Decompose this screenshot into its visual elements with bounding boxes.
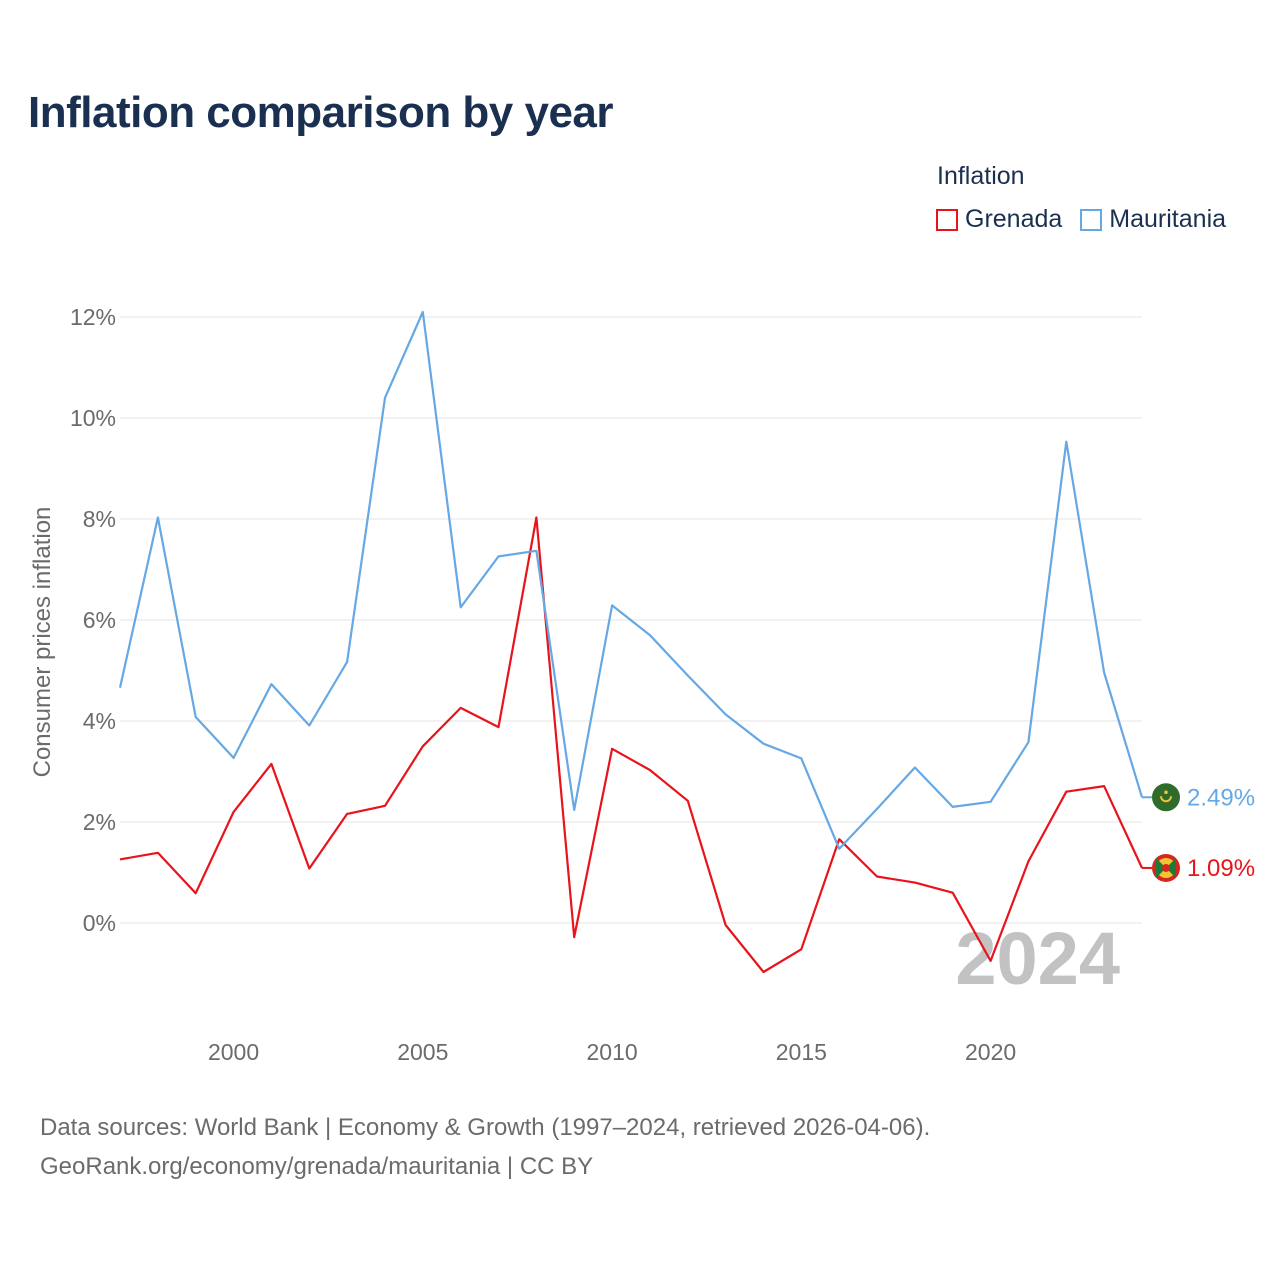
- x-tick-label: 2005: [397, 1039, 448, 1065]
- data-point-mauritania[interactable]: [458, 604, 464, 610]
- data-point-mauritania[interactable]: [988, 799, 994, 805]
- data-point-grenada[interactable]: [533, 514, 539, 520]
- y-tick-label: 6%: [83, 607, 116, 633]
- y-tick-label: 10%: [70, 405, 116, 431]
- data-point-grenada[interactable]: [344, 811, 350, 817]
- data-point-grenada[interactable]: [231, 809, 237, 815]
- data-point-grenada[interactable]: [496, 724, 502, 730]
- source-note: Data sources: World Bank | Economy & Gro…: [40, 1108, 930, 1186]
- legend: Grenada Mauritania: [936, 205, 1244, 234]
- data-point-grenada[interactable]: [1101, 783, 1107, 789]
- x-tick-label: 2000: [208, 1039, 259, 1065]
- data-point-grenada[interactable]: [798, 946, 804, 952]
- data-point-grenada[interactable]: [685, 798, 691, 804]
- legend-label-mauritania: Mauritania: [1109, 205, 1227, 233]
- series-lines: [117, 309, 1144, 975]
- data-point-grenada[interactable]: [950, 890, 956, 896]
- data-point-mauritania[interactable]: [798, 755, 804, 761]
- data-point-mauritania[interactable]: [685, 673, 691, 679]
- data-point-mauritania[interactable]: [533, 548, 539, 554]
- y-tick-label: 2%: [83, 809, 116, 835]
- data-point-grenada[interactable]: [723, 922, 729, 928]
- y-axis-ticks: 0% 2% 4% 6% 8% 10% 12%: [70, 304, 116, 936]
- data-point-mauritania[interactable]: [344, 659, 350, 665]
- data-point-mauritania[interactable]: [723, 711, 729, 717]
- data-point-mauritania[interactable]: [117, 685, 123, 691]
- data-point-grenada[interactable]: [912, 880, 918, 886]
- data-point-mauritania[interactable]: [382, 395, 388, 401]
- y-tick-label: 4%: [83, 708, 116, 734]
- y-tick-label: 0%: [83, 910, 116, 936]
- data-point-mauritania[interactable]: [1063, 439, 1069, 445]
- data-point-grenada[interactable]: [306, 865, 312, 871]
- data-point-grenada[interactable]: [571, 934, 577, 940]
- y-axis-label: Consumer prices inflation: [29, 507, 56, 778]
- data-point-grenada[interactable]: [193, 890, 199, 896]
- data-point-grenada[interactable]: [117, 856, 123, 862]
- data-point-grenada[interactable]: [647, 767, 653, 773]
- data-point-mauritania[interactable]: [760, 741, 766, 747]
- end-value-label-grenada: 1.09%: [1187, 855, 1255, 882]
- x-axis-ticks: 2000 2005 2010 2015 2020: [208, 1039, 1016, 1065]
- x-tick-label: 2010: [586, 1039, 637, 1065]
- data-point-mauritania[interactable]: [306, 723, 312, 729]
- data-point-grenada[interactable]: [1025, 858, 1031, 864]
- source-line-2[interactable]: GeoRank.org/economy/grenada/mauritania |…: [40, 1153, 594, 1180]
- legend-title: Inflation: [937, 162, 1025, 190]
- mauritania-flag-icon: [1152, 783, 1180, 812]
- data-point-mauritania[interactable]: [420, 309, 426, 315]
- legend-item-mauritania[interactable]: Mauritania: [1080, 205, 1226, 234]
- data-point-grenada[interactable]: [420, 743, 426, 749]
- data-point-mauritania[interactable]: [647, 632, 653, 638]
- data-point-mauritania[interactable]: [571, 807, 577, 813]
- chart-title: Inflation comparison by year: [28, 88, 614, 137]
- data-point-mauritania[interactable]: [609, 602, 615, 608]
- end-value-label-mauritania: 2.49%: [1187, 784, 1255, 811]
- data-point-mauritania[interactable]: [912, 764, 918, 770]
- end-markers: 1.09% 2.49%: [1142, 783, 1255, 882]
- legend-swatch-mauritania: [1080, 208, 1103, 231]
- data-point-mauritania[interactable]: [1101, 670, 1107, 676]
- data-point-mauritania[interactable]: [193, 714, 199, 720]
- y-tick-label: 8%: [83, 506, 116, 532]
- data-point-grenada[interactable]: [458, 705, 464, 711]
- y-tick-label: 12%: [70, 304, 116, 330]
- legend-swatch-grenada: [936, 208, 958, 231]
- data-point-mauritania[interactable]: [874, 806, 880, 812]
- data-point-grenada[interactable]: [988, 958, 994, 964]
- data-point-mauritania[interactable]: [950, 804, 956, 810]
- data-point-grenada[interactable]: [382, 803, 388, 809]
- data-point-grenada[interactable]: [609, 746, 615, 752]
- x-tick-label: 2015: [776, 1039, 827, 1065]
- x-tick-label: 2020: [965, 1039, 1016, 1065]
- data-point-grenada[interactable]: [1063, 789, 1069, 795]
- data-point-mauritania[interactable]: [155, 514, 161, 520]
- grenada-flag-icon: [1152, 853, 1180, 882]
- year-watermark: 2024: [955, 917, 1120, 1000]
- series-line-grenada[interactable]: [119, 516, 1143, 974]
- data-point-mauritania[interactable]: [231, 755, 237, 761]
- data-point-grenada[interactable]: [874, 874, 880, 880]
- data-point-mauritania[interactable]: [268, 681, 274, 687]
- data-point-mauritania[interactable]: [1025, 739, 1031, 745]
- legend-label-grenada: Grenada: [965, 205, 1063, 233]
- data-point-grenada[interactable]: [155, 850, 161, 856]
- series-line-mauritania[interactable]: [118, 310, 1144, 850]
- source-line-1: Data sources: World Bank | Economy & Gro…: [40, 1114, 931, 1141]
- legend-item-grenada[interactable]: Grenada: [936, 205, 1062, 234]
- data-point-grenada[interactable]: [268, 761, 274, 767]
- data-point-mauritania[interactable]: [496, 553, 502, 559]
- data-point-grenada[interactable]: [760, 969, 766, 975]
- data-point-mauritania[interactable]: [836, 846, 842, 852]
